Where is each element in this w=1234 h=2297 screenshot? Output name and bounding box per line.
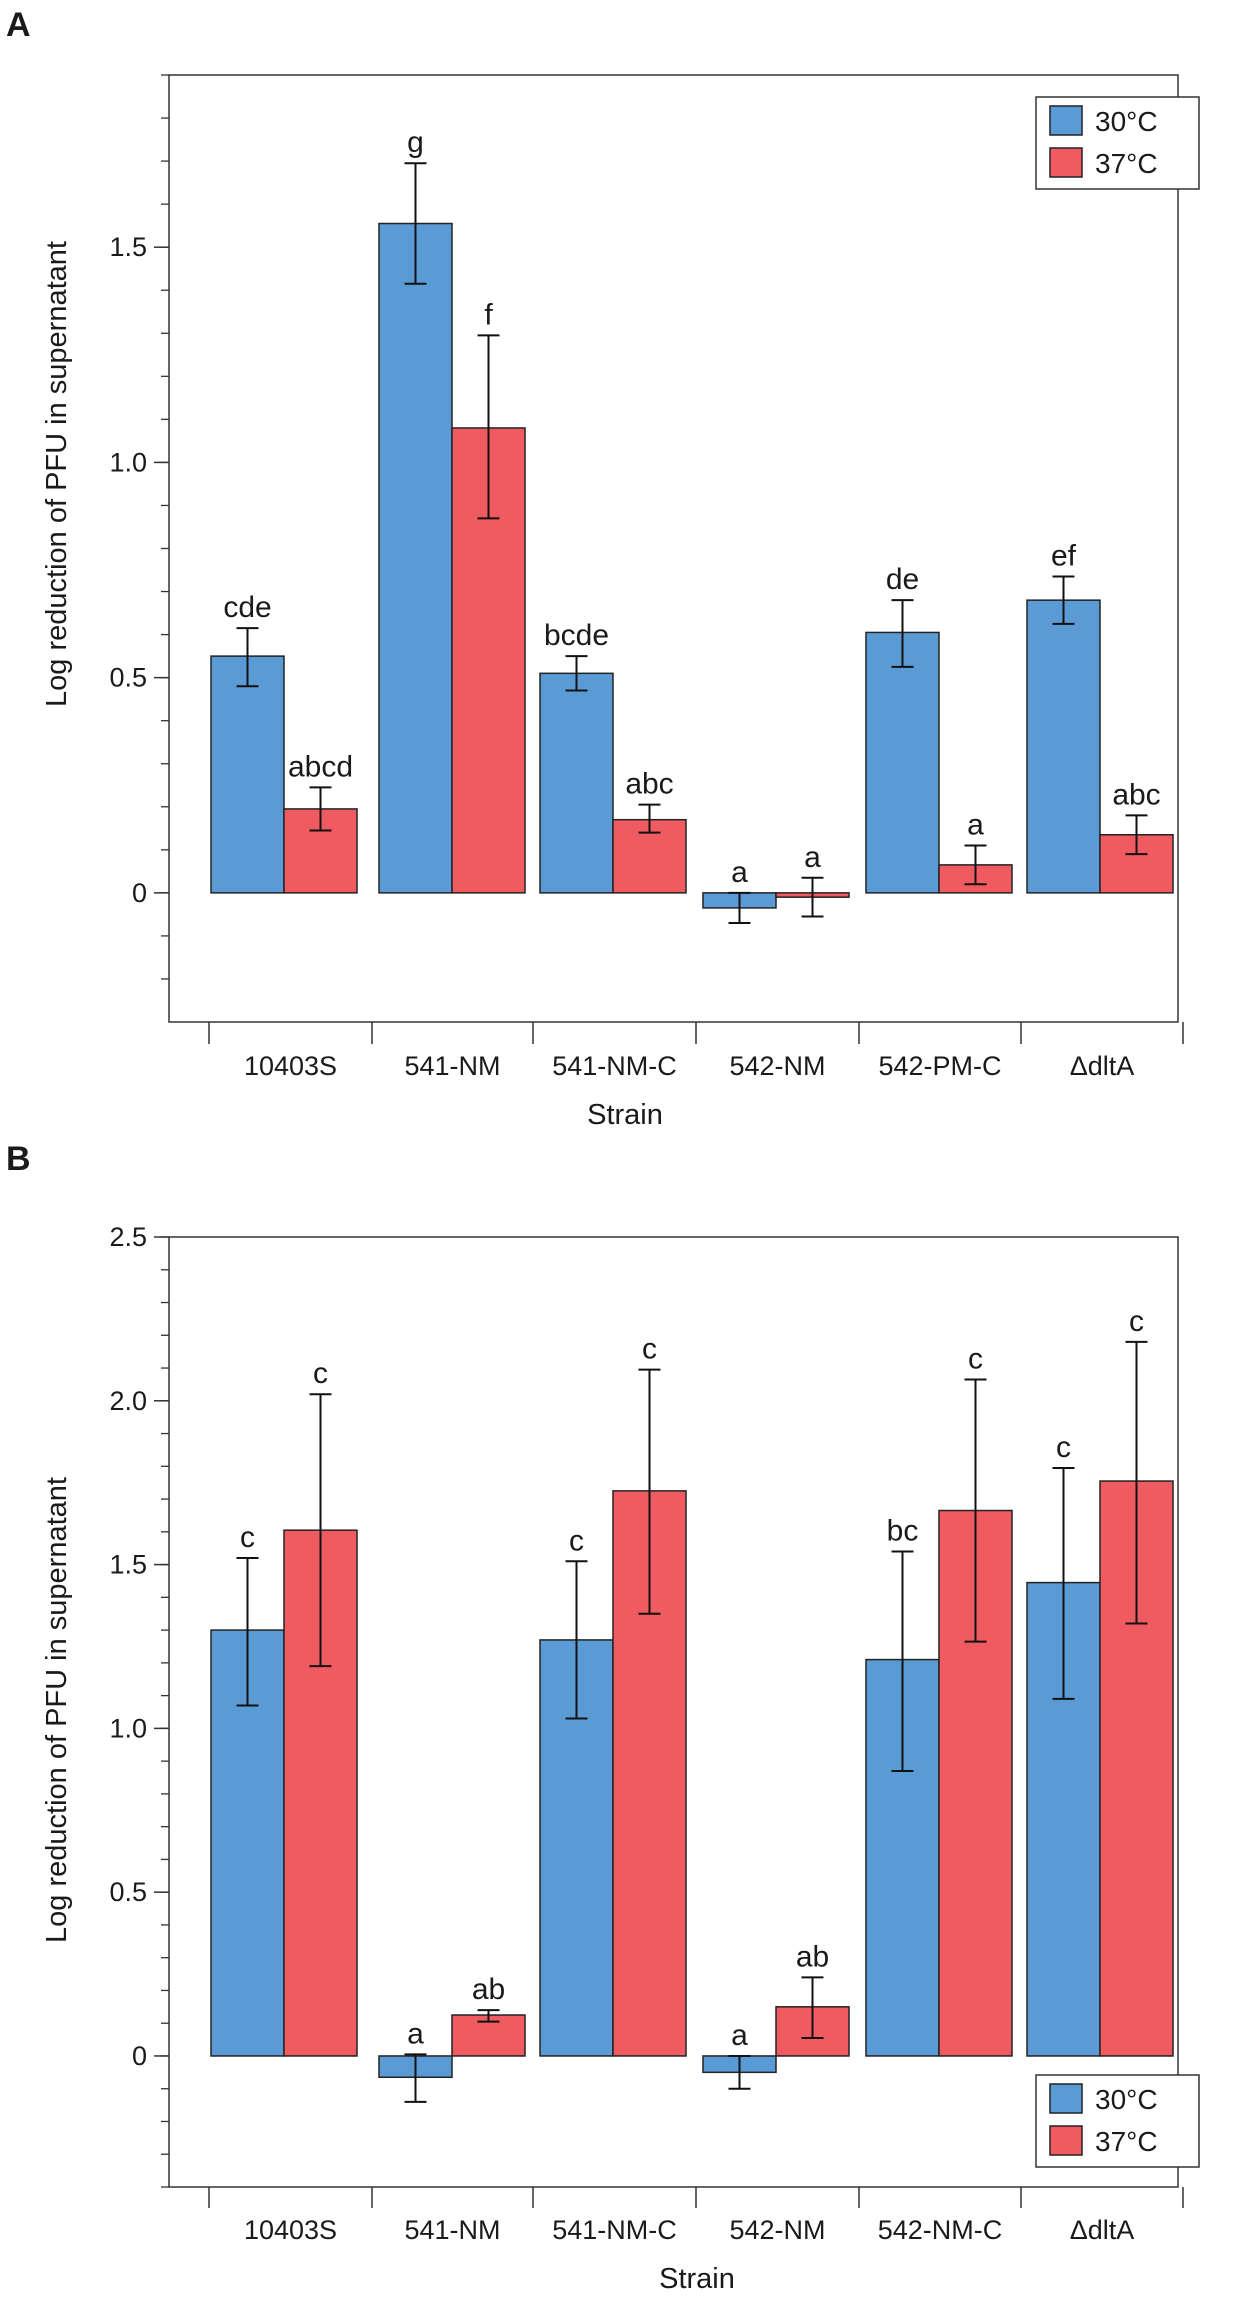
panel-a-bar: [378, 222, 453, 894]
panel-b-y-tick-label: 1.0: [109, 1713, 147, 1743]
panel-b-legend-label-30c: 30°C: [1095, 2084, 1158, 2115]
panel-b-y-tick-label: 2.5: [109, 1222, 147, 1252]
panel-b-significance-letter: ab: [472, 1973, 505, 2006]
panel-a-bar: [612, 818, 687, 894]
panel-a-significance-letter: cde: [223, 591, 271, 624]
panel-a-x-axis: 10403S 541-NM 541-NM-C 542-NM 542-PM-C ΔdltA: [208, 1022, 1184, 1081]
panel-b-y-tick-label: 0: [132, 2041, 147, 2071]
panel-b-error-bars: [236, 1340, 1148, 2103]
panel-b-x-axis: 10403S 541-NM 541-NM-C 542-NM 542-NM-C ΔdltA: [208, 2187, 1184, 2245]
panel-b-legend-swatch-30c: [1049, 2083, 1083, 2114]
panel-a-bar: [539, 672, 614, 894]
panel-a-significance-letter: abc: [1112, 778, 1160, 811]
panel-b-legend: 30°C 37°C: [1035, 2074, 1200, 2168]
panel-b-x-tick-label: 542-NM: [729, 2215, 825, 2245]
panel-a-bars: [210, 222, 1174, 909]
panel-b-significance-letter: c: [968, 1343, 983, 1376]
panel-b-plot-frame: [168, 1236, 1179, 2188]
panel-b-x-tick-label: 541-NM-C: [552, 2215, 677, 2245]
panel-a-significance-letter: a: [731, 856, 748, 889]
panel-b-x-tick-label: ΔdltA: [1070, 2215, 1135, 2245]
panel-a-bar: [865, 631, 940, 894]
panel-a-y-tick-label: 1.0: [109, 447, 147, 477]
panel-a-x-axis-title: Strain: [587, 1099, 663, 1131]
panel-b-significance-letter: bc: [887, 1514, 919, 1547]
panel-a-significance-letter: abcd: [288, 750, 353, 783]
panel-a-legend-label-30c: 30°C: [1095, 106, 1158, 137]
panel-a-x-tick-label: 542-NM: [729, 1051, 825, 1081]
panel-a-legend-swatch-37c: [1049, 147, 1083, 178]
panel-a-x-tick-label: 10403S: [244, 1051, 337, 1081]
panel-b-significance-letter: a: [731, 2019, 748, 2052]
panel-b-significance-letter: c: [1056, 1431, 1071, 1464]
panel-a-significance-letter: de: [886, 563, 919, 596]
panel-a-legend-label-37c: 37°C: [1095, 148, 1158, 179]
panel-b-letter: B: [6, 1140, 31, 1178]
panel-b-y-axis: 0 0.5 1.0 1.5 2.0 2.5: [109, 1222, 169, 2188]
panel-a-y-tick-label: 1.5: [109, 232, 147, 262]
panel-b-significance-letter: ab: [796, 1940, 829, 1973]
panel-b-y-tick-label: 2.0: [109, 1386, 147, 1416]
panel-a-significance-letter: g: [407, 126, 424, 159]
panel-b-y-axis-title: Log reduction of PFU in supernatant: [41, 1477, 73, 1943]
panel-b-y-tick-label: 0.5: [109, 1877, 147, 1907]
panel-a-letter: A: [6, 6, 31, 44]
panel-a-error-bars: [236, 162, 1148, 924]
panel-b-significance-letter: c: [642, 1333, 657, 1366]
panel-b-legend-swatch-37c: [1049, 2125, 1083, 2156]
panel-b-significance-letter: a: [407, 2017, 424, 2050]
panel-a-significance-letter: ef: [1051, 539, 1077, 572]
panel-b-x-axis-title: Strain: [659, 2263, 735, 2295]
panel-a-significance-letter: a: [804, 841, 821, 874]
panel-a-y-tick-label: 0.5: [109, 663, 147, 693]
panel-a-significance-letter: abc: [625, 768, 673, 801]
panel-b-bars: [210, 1480, 1174, 2079]
panel-a-x-tick-label: 541-NM: [404, 1051, 500, 1081]
panel-b-y-tick-label: 1.5: [109, 1550, 147, 1580]
panel-b-x-tick-label: 542-NM-C: [878, 2215, 1003, 2245]
panel-a-x-tick-label: ΔdltA: [1070, 1051, 1135, 1081]
panel-a-significance-letters: cde g bcde a de ef abcd f abc a a abc: [223, 126, 1160, 889]
panel-b-legend-label-37c: 37°C: [1095, 2126, 1158, 2157]
panel-b-significance-letter: c: [313, 1357, 328, 1390]
panel-a-bar: [1026, 599, 1101, 894]
panel-b-x-tick-label: 10403S: [244, 2215, 337, 2245]
panel-a-significance-letter: bcde: [544, 619, 609, 652]
panel-b-significance-letter: c: [1129, 1305, 1144, 1338]
panel-a-x-tick-label: 542-PM-C: [878, 1051, 1001, 1081]
panel-b-significance-letter: c: [569, 1524, 584, 1557]
panel-a-significance-letter: a: [967, 809, 984, 842]
panel-b-significance-letter: c: [240, 1521, 255, 1554]
panel-a-y-tick-label: 0: [132, 878, 147, 908]
panel-a-y-axis: 0 0.5 1.0 1.5: [109, 74, 169, 980]
panel-b-x-tick-label: 541-NM: [404, 2215, 500, 2245]
panel-a-y-axis-title: Log reduction of PFU in supernatant: [41, 241, 73, 707]
panel-a-x-tick-label: 541-NM-C: [552, 1051, 677, 1081]
panel-a-legend: 30°C 37°C: [1035, 96, 1200, 190]
panel-a-significance-letter: f: [484, 298, 493, 331]
panel-a-legend-swatch-30c: [1049, 105, 1083, 136]
panel-a-bar: [210, 655, 285, 894]
